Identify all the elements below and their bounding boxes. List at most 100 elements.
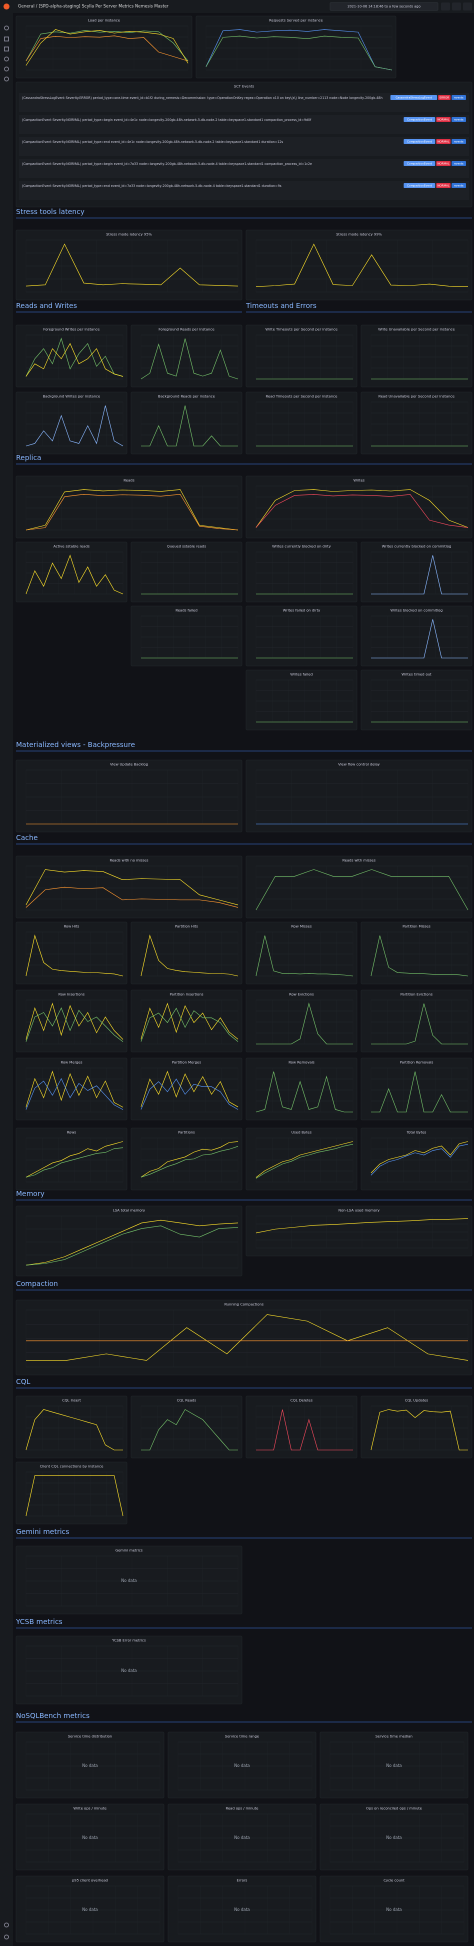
user-icon[interactable] (4, 1922, 9, 1928)
section-title[interactable]: Reads and Writes (16, 302, 77, 310)
panel-title: Reads (124, 479, 135, 483)
panel: Read Unavailable per Second per instance (360, 391, 473, 455)
panel: Cycle count No data (319, 1875, 469, 1943)
panel-title: Reads with no misses (110, 859, 149, 863)
panel-frame (319, 1803, 469, 1871)
series-line (141, 405, 238, 447)
event-tag[interactable] (390, 95, 438, 100)
panel-frame (245, 921, 358, 985)
panel-frame (167, 1875, 317, 1943)
panel-title: CQL Updates (405, 1399, 428, 1403)
event-tag[interactable] (451, 183, 466, 188)
section-title[interactable]: Timeouts and Errors (245, 302, 317, 310)
event-tag[interactable] (451, 95, 466, 100)
event-row (19, 181, 469, 200)
panel: Row Misses (245, 921, 358, 985)
panel-frame (15, 324, 128, 388)
section-title[interactable]: Replica (16, 454, 41, 462)
section-title[interactable]: Memory (16, 1190, 44, 1198)
no-data-message: No data (386, 1907, 402, 1912)
series-line (25, 1070, 124, 1108)
zoom-out-button[interactable] (441, 2, 450, 11)
config-icon[interactable] (4, 76, 9, 82)
time-range[interactable]: 2021-10-06 14:18:46 to a few seconds ago (347, 5, 420, 9)
series-line (255, 1143, 354, 1179)
event-tag[interactable] (403, 161, 436, 166)
event-tag[interactable] (436, 139, 451, 144)
event-tag[interactable] (436, 161, 451, 166)
event-text: (CompactionEvent Severity.NORMAL) period… (22, 184, 282, 188)
series-line (141, 1409, 238, 1451)
logo[interactable] (3, 3, 10, 10)
panel: Reads failed (130, 605, 243, 667)
panel-frame (15, 989, 128, 1053)
explore-icon[interactable] (4, 56, 9, 62)
series-line (370, 1141, 469, 1174)
panel-frame (245, 989, 358, 1053)
panel: CQL Deletes (245, 1395, 358, 1459)
sidebar (0, 0, 13, 1946)
help-icon[interactable] (4, 1934, 9, 1940)
alerting-icon[interactable] (4, 66, 9, 72)
panel-frame (245, 1395, 358, 1459)
series-line (371, 555, 468, 595)
dashboards-icon[interactable] (4, 46, 9, 52)
panel-frame (15, 1127, 128, 1191)
panel-title: View Update Backlog (110, 763, 148, 767)
panel-title: Writes currently blocked on commitlog (382, 545, 451, 549)
series-line (255, 935, 354, 977)
section-title[interactable]: Materialized views - Backpressure (16, 741, 135, 749)
event-tag[interactable] (436, 117, 451, 122)
panel-frame (245, 605, 358, 667)
section-title[interactable]: Cache (16, 834, 38, 842)
breadcrumb[interactable]: General / [SPD-alpha-staging] Scylla Per… (18, 4, 169, 9)
section-title[interactable]: YCSB metrics (15, 1618, 63, 1626)
series-line (25, 405, 124, 447)
section-title[interactable]: Compaction (16, 1280, 58, 1288)
panel-frame (167, 1803, 317, 1871)
panel: Requests Served per instance (195, 15, 397, 79)
panel-frame (15, 759, 243, 833)
event-text: (CompactionEvent Severity.NORMAL) period… (22, 140, 284, 144)
panel: Write Timeouts per Second per instance (245, 324, 358, 388)
panel: Reads with misses (245, 855, 473, 919)
event-tag[interactable] (451, 161, 466, 166)
panel-frame (360, 1057, 473, 1121)
create-icon[interactable] (4, 36, 9, 42)
event-tag[interactable] (403, 183, 436, 188)
panel-frame (15, 1395, 128, 1459)
event-tag[interactable] (451, 139, 466, 144)
view-mode-button[interactable] (463, 2, 472, 11)
event-tag[interactable] (451, 117, 466, 122)
event-tag[interactable] (403, 139, 436, 144)
panel-title: Write Unavailable per Second per instanc… (378, 328, 456, 332)
event-tag-label: NORMAL (437, 162, 450, 166)
panel: Partition Evictions (360, 989, 473, 1053)
panel: Partitions (130, 1127, 243, 1191)
panel-title: Reads with misses (342, 859, 375, 863)
refresh-button[interactable] (452, 2, 461, 11)
event-tag-label: ERROR (439, 96, 449, 100)
panel-frame (245, 541, 358, 603)
panel: Non-LSA used memory (245, 1205, 473, 1257)
panel: Used Bytes (245, 1127, 358, 1191)
section-title[interactable]: NoSQLBench metrics (16, 1712, 90, 1720)
panel-frame (130, 989, 243, 1053)
search-icon[interactable] (4, 25, 9, 31)
event-tag[interactable] (436, 183, 451, 188)
panel-title: Service time range (225, 1735, 260, 1739)
time-picker[interactable] (329, 2, 439, 11)
panel-frame (15, 1635, 243, 1705)
section-title[interactable]: Stress tools latency (16, 208, 85, 216)
section-title[interactable]: CQL (16, 1378, 30, 1386)
section-title[interactable]: Gemini metrics (16, 1528, 70, 1536)
panel-frame (245, 759, 473, 833)
event-tag[interactable] (438, 95, 451, 100)
event-tag[interactable] (403, 117, 436, 122)
panel-title: Errors (237, 1879, 248, 1883)
panel-frame (130, 324, 243, 388)
panel: Row Merges (15, 1057, 128, 1121)
panel-title: Foreground Writes per instance (43, 328, 100, 332)
panel-title: Writes failed on dirty (283, 609, 321, 613)
